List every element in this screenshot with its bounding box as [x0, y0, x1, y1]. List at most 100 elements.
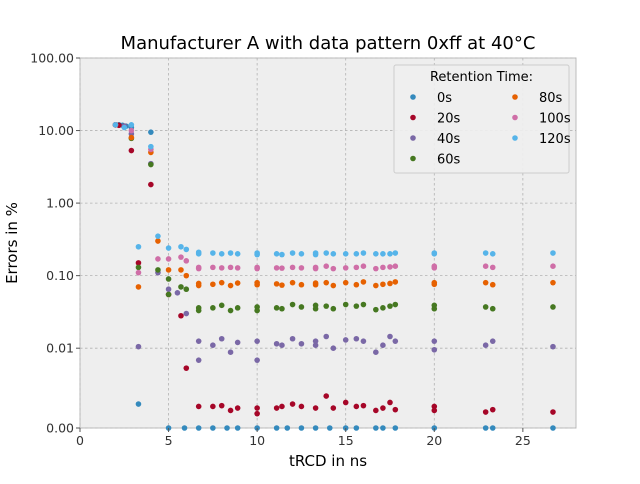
- legend-marker: [410, 114, 416, 121]
- data-point: [289, 301, 296, 308]
- data-point: [353, 281, 360, 288]
- data-point: [298, 265, 305, 271]
- data-point: [380, 405, 386, 411]
- data-point: [330, 405, 337, 411]
- data-point: [323, 250, 330, 256]
- data-point: [178, 267, 184, 273]
- x-tick-label: 15: [338, 433, 354, 448]
- data-point: [330, 251, 337, 257]
- data-point: [360, 250, 367, 256]
- legend: Retention Time: 0s 20s 40s 60s 80s 100s 120s: [393, 64, 571, 174]
- data-point: [550, 279, 556, 286]
- data-point: [353, 335, 360, 342]
- data-point: [360, 279, 367, 285]
- data-point: [550, 250, 556, 256]
- x-tick-label: 0: [76, 433, 84, 448]
- data-point: [128, 134, 135, 141]
- data-point: [234, 425, 241, 431]
- data-point: [254, 279, 260, 286]
- y-tick-label: 0.10: [46, 268, 74, 283]
- data-point: [135, 284, 142, 290]
- data-point: [284, 425, 291, 431]
- data-point: [342, 265, 349, 271]
- data-point: [330, 265, 337, 272]
- data-point: [183, 272, 190, 279]
- data-point: [380, 305, 386, 311]
- data-point: [135, 269, 142, 276]
- data-point: [148, 161, 154, 168]
- data-point: [326, 425, 333, 431]
- data-point: [121, 124, 128, 131]
- legend-label: 40s: [437, 132, 461, 147]
- data-point: [178, 254, 184, 260]
- data-point: [489, 251, 496, 257]
- data-point: [178, 243, 184, 250]
- legend-label: 20s: [437, 112, 461, 127]
- legend-title: Retention Time:: [430, 70, 533, 85]
- data-point: [155, 233, 161, 239]
- legend-box: [393, 64, 570, 174]
- data-point: [289, 401, 296, 407]
- data-point: [181, 425, 188, 431]
- x-tick-label: 25: [515, 433, 531, 448]
- data-point: [165, 267, 172, 273]
- data-point: [289, 264, 296, 271]
- legend-label: 120s: [539, 132, 571, 147]
- data-point: [183, 286, 190, 293]
- data-point: [112, 122, 119, 128]
- data-point: [234, 305, 241, 311]
- data-point: [298, 251, 305, 257]
- data-point: [387, 264, 393, 270]
- data-point: [550, 304, 556, 310]
- data-point: [254, 264, 260, 271]
- data-point: [227, 264, 234, 271]
- data-point: [298, 340, 305, 347]
- y-tick-label: 10.00: [38, 123, 74, 138]
- x-tick-label: 20: [426, 433, 442, 448]
- data-point: [431, 338, 438, 344]
- data-point: [210, 264, 216, 271]
- data-point: [380, 425, 386, 431]
- data-point: [342, 251, 349, 257]
- data-point: [273, 281, 280, 287]
- data-point: [323, 263, 330, 269]
- data-point: [489, 425, 496, 431]
- data-point: [254, 304, 260, 310]
- data-point: [392, 425, 399, 431]
- data-point: [312, 302, 319, 309]
- legend-items: 0s 20s 40s 60s 80s 100s 120s: [410, 91, 571, 168]
- data-point: [135, 260, 142, 266]
- data-point: [323, 279, 330, 286]
- legend-marker: [512, 135, 518, 141]
- data-point: [353, 251, 360, 257]
- data-point: [218, 335, 225, 342]
- y-tick-label: 1.00: [46, 196, 74, 211]
- data-point: [489, 281, 496, 288]
- data-point: [183, 246, 190, 253]
- data-point: [380, 281, 386, 288]
- data-point: [128, 147, 135, 154]
- data-point: [254, 357, 260, 363]
- data-point: [489, 338, 496, 344]
- data-point: [234, 280, 241, 286]
- y-tick-label: 100.00: [30, 51, 74, 66]
- data-point: [210, 305, 216, 311]
- data-point: [482, 425, 489, 431]
- data-point: [279, 342, 285, 348]
- data-point: [135, 401, 142, 407]
- data-point: [210, 403, 216, 410]
- data-point: [323, 333, 330, 340]
- data-point: [227, 282, 234, 289]
- legend-marker: [410, 135, 416, 141]
- data-point: [550, 409, 556, 415]
- chart-title: Manufacturer A with data pattern 0xff at…: [121, 33, 536, 54]
- data-point: [550, 343, 556, 350]
- data-point: [342, 301, 349, 308]
- data-point: [323, 303, 330, 309]
- data-point: [165, 276, 172, 282]
- data-point: [195, 357, 202, 363]
- data-point: [227, 307, 234, 314]
- data-point: [392, 250, 399, 256]
- data-point: [482, 250, 489, 256]
